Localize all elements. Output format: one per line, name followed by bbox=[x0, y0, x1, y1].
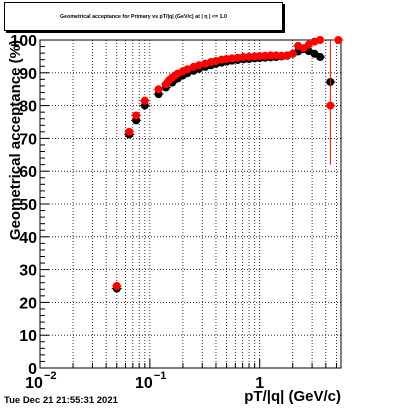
data-point bbox=[277, 51, 286, 60]
y-tick-label: 40 bbox=[19, 230, 37, 247]
data-point bbox=[125, 127, 134, 136]
data-point bbox=[140, 96, 149, 105]
y-tick-label: 70 bbox=[19, 131, 37, 148]
y-tick-label: 90 bbox=[19, 66, 37, 83]
data-point bbox=[154, 85, 163, 94]
y-axis-title: Geometrical acceptance (%) bbox=[7, 40, 24, 240]
data-point bbox=[288, 49, 297, 58]
x-tick-label-exponent: −1 bbox=[154, 370, 167, 382]
y-axis-ticks bbox=[40, 39, 49, 369]
data-point bbox=[334, 36, 343, 44]
x-tick-label-exponent: −2 bbox=[44, 370, 57, 382]
plot-frame bbox=[39, 39, 342, 369]
data-point bbox=[132, 111, 141, 120]
x-tick-label: 10 bbox=[25, 375, 43, 392]
y-tick-label: 80 bbox=[19, 99, 37, 116]
y-tick-label: 30 bbox=[19, 263, 37, 280]
data-point bbox=[112, 282, 121, 290]
y-tick-label: 0 bbox=[28, 361, 37, 378]
y-tick-label: 10 bbox=[19, 328, 37, 345]
chart-title-box: Geometrical acceptance for Primary vs pT… bbox=[4, 2, 283, 31]
data-point bbox=[316, 36, 325, 44]
y-tick-label: 100 bbox=[10, 33, 37, 50]
data-point bbox=[316, 53, 325, 62]
grid bbox=[40, 40, 341, 368]
y-tick-label: 50 bbox=[19, 197, 37, 214]
data-point bbox=[239, 53, 248, 62]
y-tick-label: 20 bbox=[19, 295, 37, 312]
timestamp: Tue Dec 21 21:55:31 2021 bbox=[4, 395, 118, 406]
y-tick-label: 60 bbox=[19, 164, 37, 181]
x-tick-label: 1 bbox=[255, 375, 264, 392]
chart-title: Geometrical acceptance for Primary vs pT… bbox=[60, 13, 227, 20]
x-axis-title: pT/|q| (GeV/c) bbox=[244, 388, 341, 405]
series-2 bbox=[111, 36, 344, 290]
x-tick-label: 10 bbox=[135, 375, 153, 392]
